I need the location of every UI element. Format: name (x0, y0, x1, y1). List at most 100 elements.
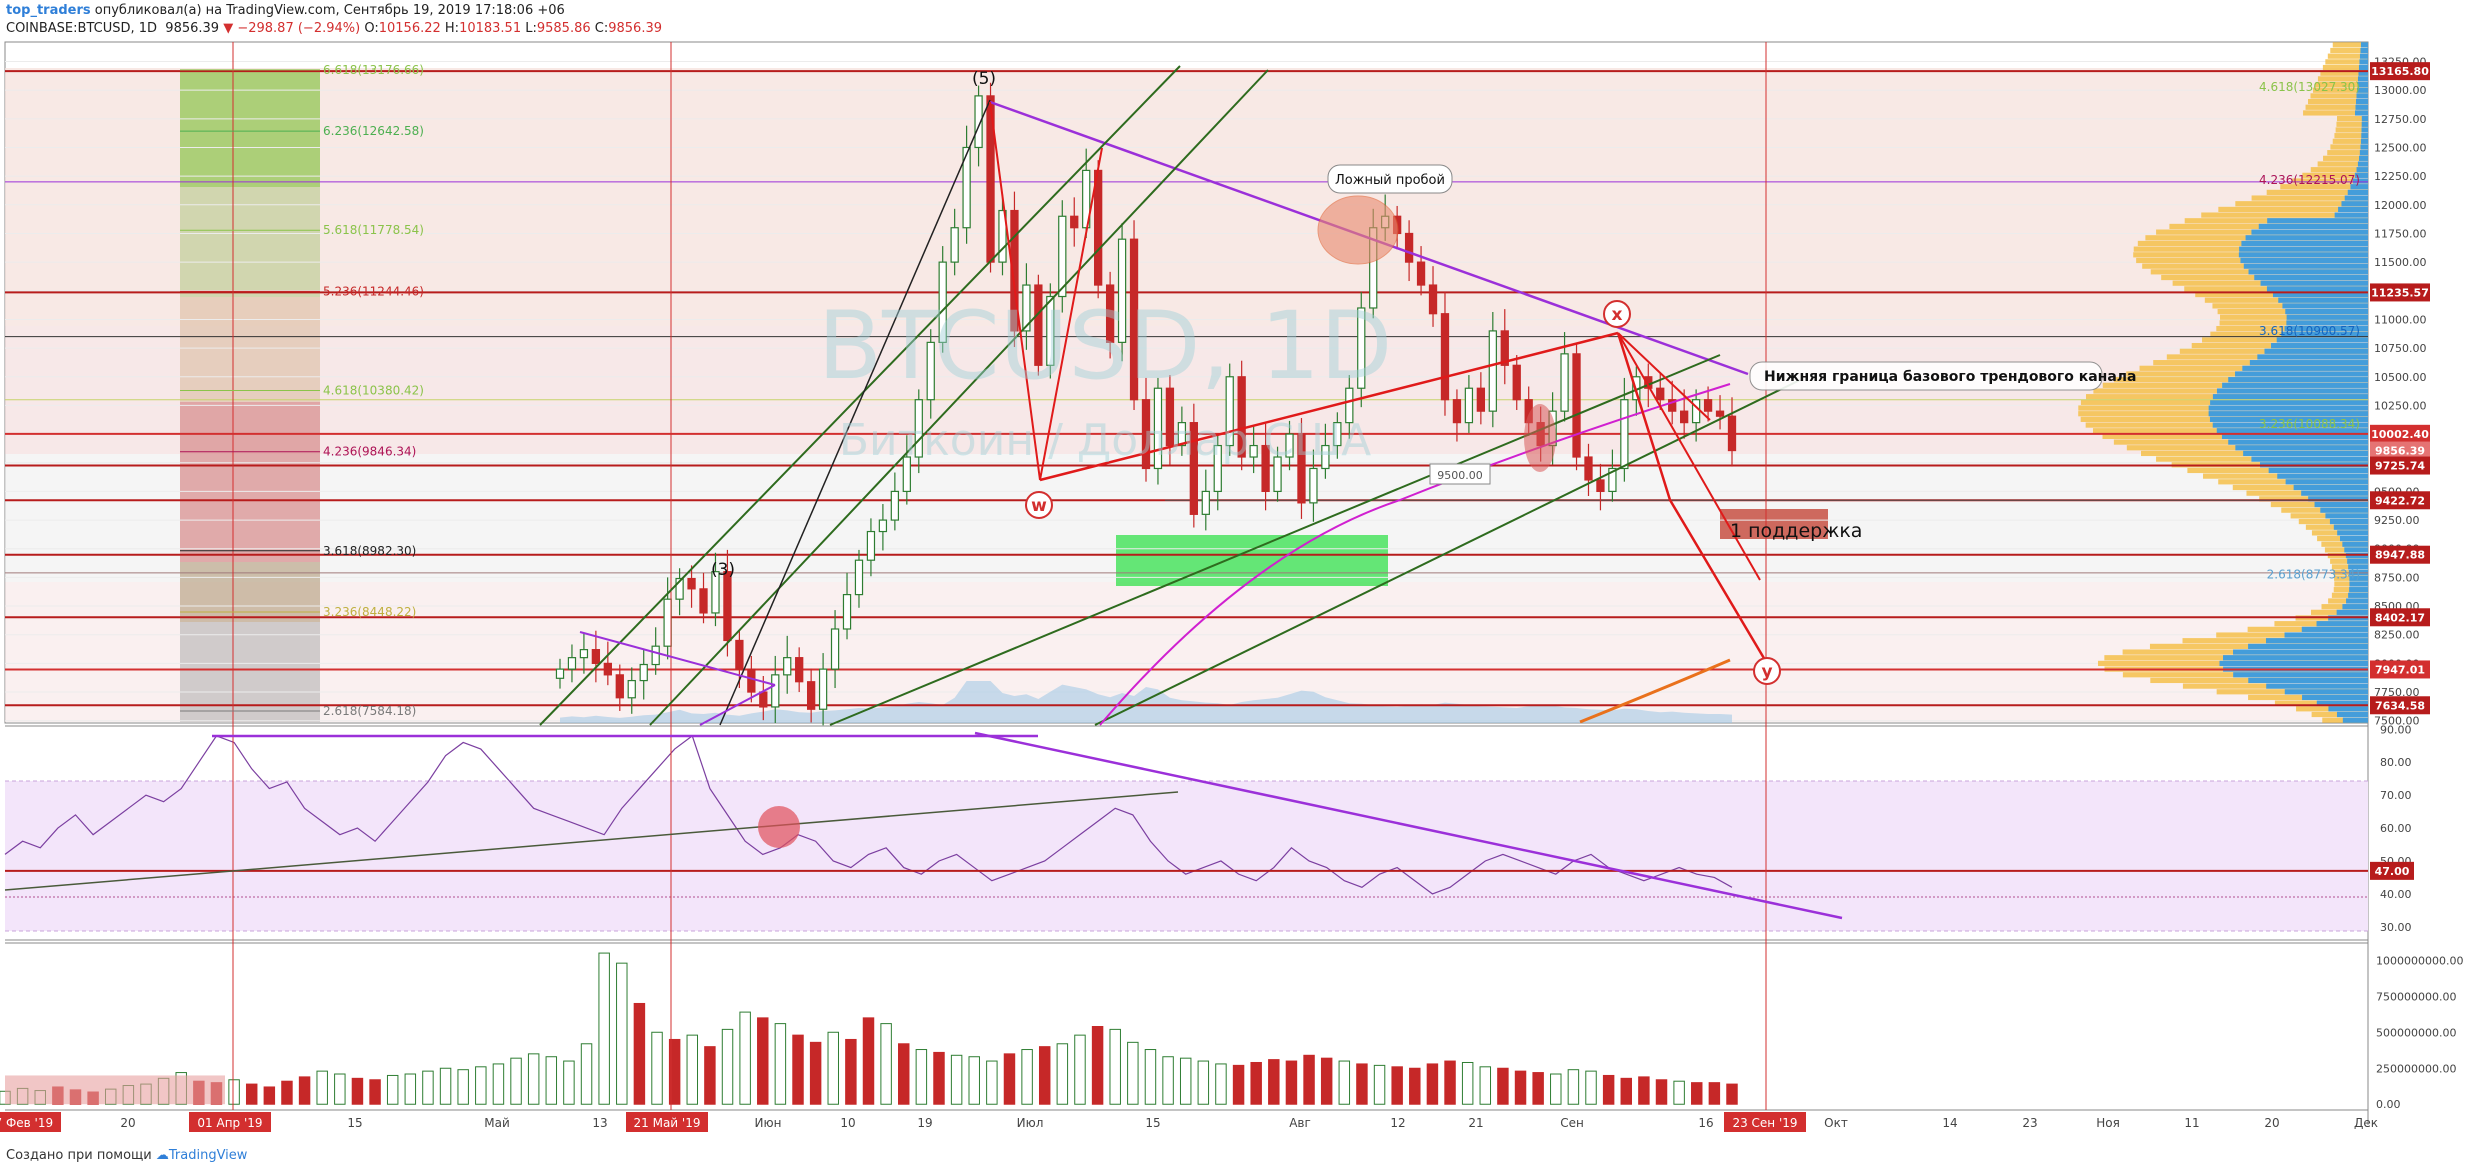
volume-bar[interactable] (1409, 1067, 1421, 1105)
volume-bar[interactable] (1127, 1041, 1139, 1105)
candle[interactable] (1488, 311, 1497, 428)
candle[interactable] (962, 125, 971, 244)
volume-bar[interactable] (1338, 1060, 1351, 1105)
price-axis[interactable]: 13250.0013000.0012750.0012500.0012250.00… (2374, 55, 2427, 727)
volume-bar[interactable] (739, 1011, 751, 1105)
rsi-series[interactable] (4, 734, 2368, 895)
candle[interactable] (795, 647, 804, 693)
candle[interactable] (1273, 446, 1282, 502)
candle[interactable] (1237, 360, 1246, 471)
volume-bar[interactable] (281, 1080, 293, 1105)
volume-bar[interactable] (351, 1077, 364, 1105)
candle[interactable] (591, 630, 601, 683)
volume-bar[interactable] (1497, 1067, 1509, 1105)
candle[interactable] (711, 552, 720, 627)
candle[interactable] (627, 667, 636, 714)
volume-bar[interactable] (404, 1073, 417, 1105)
volume-bar[interactable] (527, 1053, 540, 1105)
volume-bar[interactable] (1003, 1053, 1016, 1105)
volume-bar[interactable] (1250, 1061, 1262, 1105)
candle[interactable] (675, 568, 684, 616)
volume-bar[interactable] (1303, 1054, 1315, 1105)
candle[interactable] (1416, 246, 1426, 296)
volume-bar[interactable] (1285, 1060, 1298, 1105)
candle[interactable] (1512, 354, 1521, 411)
candle[interactable] (1656, 372, 1665, 411)
volume-bar[interactable] (1655, 1079, 1668, 1105)
candle[interactable] (1153, 377, 1163, 485)
volume-bar[interactable] (898, 1043, 910, 1105)
volume-bar[interactable] (845, 1038, 857, 1105)
false-breakout-callout[interactable]: Ложный пробой (1327, 164, 1453, 194)
candle[interactable] (914, 389, 923, 474)
candle[interactable] (854, 549, 864, 608)
volume-bar[interactable] (263, 1086, 276, 1105)
candle[interactable] (1034, 274, 1043, 376)
volume-bar[interactable] (1514, 1070, 1527, 1105)
volume-bar[interactable] (668, 1038, 681, 1105)
candle[interactable] (1285, 420, 1294, 471)
volume-bar[interactable] (809, 1041, 822, 1105)
candle[interactable] (615, 664, 624, 711)
candle[interactable] (1309, 449, 1318, 522)
volume-bar[interactable] (1532, 1072, 1544, 1105)
candle[interactable] (1058, 200, 1067, 313)
candle[interactable] (866, 518, 876, 577)
volume-bar[interactable] (1232, 1064, 1245, 1105)
volume-bar[interactable] (933, 1051, 945, 1105)
volume-bar[interactable] (1638, 1076, 1650, 1105)
volume-bar[interactable] (915, 1049, 928, 1105)
candle[interactable] (603, 641, 612, 686)
candle[interactable] (1022, 263, 1031, 350)
volume-bar[interactable] (422, 1070, 434, 1105)
volume-bar[interactable] (1162, 1056, 1174, 1105)
candle[interactable] (1129, 220, 1139, 411)
volume-bar[interactable] (1585, 1070, 1597, 1105)
volume-bar[interactable] (492, 1063, 505, 1105)
volume-bar[interactable] (757, 1017, 769, 1105)
candle[interactable] (555, 658, 565, 689)
candle[interactable] (1105, 271, 1115, 359)
volume-bar[interactable] (1461, 1061, 1474, 1105)
volume-bar[interactable] (651, 1031, 663, 1105)
candle[interactable] (1464, 375, 1474, 433)
candle[interactable] (1249, 426, 1258, 474)
candle[interactable] (699, 572, 708, 624)
candle[interactable] (567, 644, 577, 683)
volume-bar[interactable] (1673, 1080, 1685, 1105)
candle[interactable] (1500, 309, 1509, 385)
candle[interactable] (1572, 343, 1581, 471)
volume-bar[interactable] (386, 1074, 399, 1105)
candle[interactable] (1321, 423, 1330, 479)
candle[interactable] (806, 668, 816, 723)
volume-bar[interactable] (968, 1056, 980, 1105)
candle[interactable] (651, 627, 660, 675)
volume-bar[interactable] (298, 1076, 311, 1105)
volume-bar[interactable] (1056, 1043, 1069, 1105)
candle[interactable] (1141, 377, 1151, 482)
volume-bar[interactable] (1144, 1049, 1157, 1105)
volume-bar[interactable] (475, 1066, 487, 1105)
candle[interactable] (579, 633, 589, 674)
volume-bar[interactable] (862, 1017, 875, 1105)
candle[interactable] (1333, 412, 1342, 459)
candle[interactable] (842, 572, 852, 640)
volume-bar[interactable] (827, 1031, 839, 1105)
volume-bar[interactable] (457, 1069, 469, 1105)
candle[interactable] (1357, 291, 1366, 408)
candle[interactable] (723, 549, 732, 657)
candle[interactable] (818, 653, 828, 726)
candle[interactable] (1584, 443, 1593, 496)
volume-bar[interactable] (1373, 1064, 1386, 1105)
volume-bar[interactable] (1602, 1074, 1615, 1105)
candle[interactable] (1177, 406, 1187, 456)
volume-bar[interactable] (1197, 1060, 1210, 1105)
candlestick-series[interactable] (555, 82, 1737, 726)
volume-bar[interactable] (1091, 1026, 1104, 1105)
candle[interactable] (1428, 266, 1438, 327)
volume-bar[interactable] (1074, 1034, 1086, 1105)
candle[interactable] (1476, 372, 1486, 425)
volume-bar[interactable] (774, 1023, 787, 1105)
volume-bar[interactable] (563, 1060, 575, 1105)
candle[interactable] (998, 194, 1007, 276)
